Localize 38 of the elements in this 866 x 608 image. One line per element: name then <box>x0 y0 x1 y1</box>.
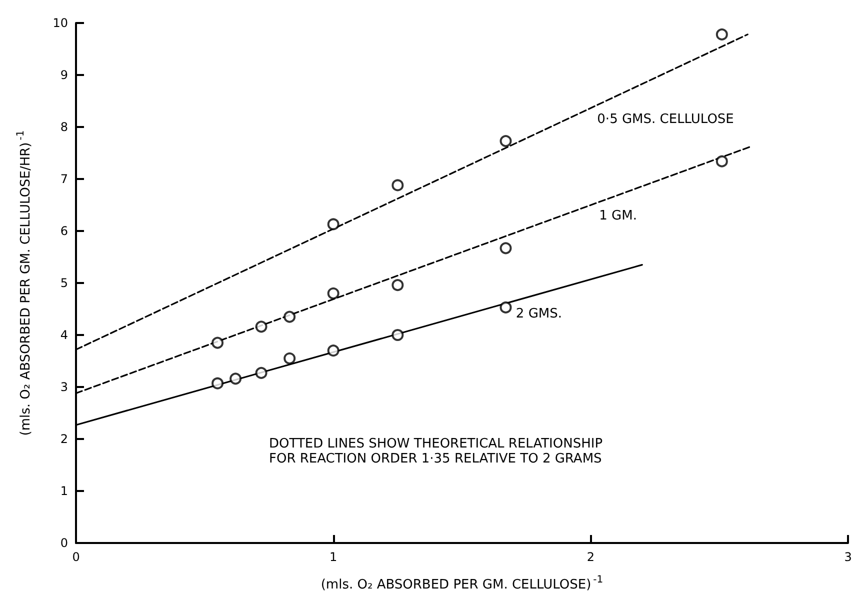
point <box>716 155 728 168</box>
point <box>255 320 268 333</box>
series-label: 1 GM. <box>599 208 637 224</box>
y-tick-label: 6 <box>60 224 68 238</box>
x-tick-label: 0 <box>72 550 80 564</box>
y-tick-label: 0 <box>60 536 68 550</box>
point <box>327 344 340 357</box>
series-label: 2 GMS. <box>516 306 562 322</box>
point <box>284 310 296 323</box>
point <box>212 336 224 349</box>
point <box>327 218 340 230</box>
point <box>255 366 268 379</box>
y-tick-label: 10 <box>52 16 68 30</box>
point <box>230 372 242 385</box>
x-tick-label: 1 <box>330 550 338 564</box>
series-label: 0·5 GMS. CELLULOSE <box>597 112 734 127</box>
point <box>500 242 512 254</box>
y-tick-label: 1 <box>60 484 68 498</box>
y-tick-label: 4 <box>60 328 68 342</box>
y-axis-title: (mls. O₂ ABSORBED PER GM. CELLULOSE/HR)-1 <box>16 130 34 436</box>
x-tick-label: 3 <box>844 550 852 564</box>
annotation: DOTTED LINES SHOW THEORETICAL RELATIONSHIP FOR REACTION ORDER 1·35 RELATIVE TO 2 GRAMS <box>269 436 603 466</box>
point <box>716 28 728 40</box>
y-tick-label: 7 <box>60 172 68 186</box>
point <box>284 352 296 364</box>
point <box>327 287 340 300</box>
point <box>212 377 224 390</box>
y-tick-label: 3 <box>60 380 68 394</box>
y-tick-label: 8 <box>60 120 68 134</box>
point <box>392 329 404 341</box>
y-tick-label: 5 <box>60 276 68 290</box>
point <box>392 279 404 292</box>
y-tick-label: 9 <box>60 68 68 82</box>
point <box>500 301 512 314</box>
point <box>500 135 512 148</box>
y-tick-label: 2 <box>60 432 68 446</box>
x-tick-label: 2 <box>586 550 594 564</box>
point <box>392 179 404 192</box>
